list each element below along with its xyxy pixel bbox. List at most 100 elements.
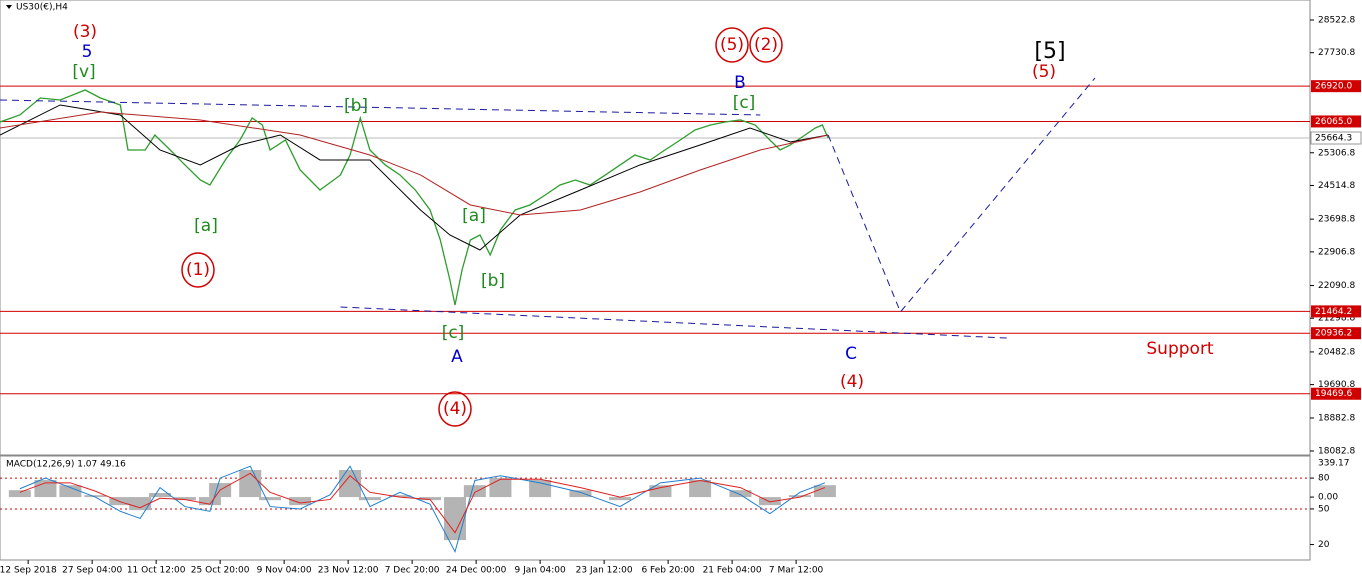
x-tick-label: 23 Nov 12:00 xyxy=(318,566,379,576)
macd-bar xyxy=(109,497,132,506)
wave-label: [5] xyxy=(1034,39,1065,64)
macd-bar xyxy=(198,497,221,506)
wave-circle xyxy=(749,27,783,63)
macd-max: 339.17 xyxy=(1318,459,1350,469)
y-tick-label: 22906.8 xyxy=(1318,247,1355,257)
macd-bar xyxy=(239,470,262,498)
wave-label: [c] xyxy=(733,93,756,113)
wave-label: [b] xyxy=(344,96,368,116)
macd-bar xyxy=(569,490,592,498)
macd-bar xyxy=(758,497,781,506)
macd-bar xyxy=(59,485,82,498)
macd-tick-label: 0.00 xyxy=(1318,493,1338,503)
y-tick-label: 24514.8 xyxy=(1318,181,1355,191)
trendline xyxy=(0,99,761,116)
y-tick-label: 22090.8 xyxy=(1318,281,1355,291)
macd-bar xyxy=(813,485,836,498)
trendline xyxy=(340,306,1010,339)
x-tick-label: 9 Nov 04:00 xyxy=(257,566,312,576)
wave-label: (3) xyxy=(73,22,97,42)
x-tick-label: 23 Jan 12:00 xyxy=(576,566,633,576)
macd-tick-label: 20 xyxy=(1318,540,1330,550)
wave-label: A xyxy=(451,347,463,367)
macd-bar xyxy=(689,479,712,498)
price-line xyxy=(0,111,829,216)
macd-label: MACD(12,26,9) 1.07 49.16 xyxy=(6,460,126,470)
macd-bar xyxy=(339,470,362,498)
y-tick-label: 21298.8 xyxy=(1318,314,1355,324)
wave-label: C xyxy=(845,344,857,364)
macd-bar xyxy=(129,497,152,511)
wave-label: B xyxy=(734,73,746,93)
main-panel xyxy=(0,0,1311,456)
wave-circle xyxy=(181,252,215,288)
macd-bar xyxy=(34,479,57,498)
menu-arrow xyxy=(6,5,12,9)
x-tick-label: 25 Oct 20:00 xyxy=(191,566,250,576)
x-tick-label: 7 Mar 12:00 xyxy=(769,566,824,576)
macd-bar xyxy=(289,497,312,506)
price-line xyxy=(0,89,829,306)
macd-signal xyxy=(19,472,826,534)
level-label: 26920.0 xyxy=(1315,82,1352,92)
macd-main xyxy=(19,465,826,554)
level-label: 20936.2 xyxy=(1315,329,1352,339)
macd-bar xyxy=(148,493,171,498)
x-tick-label: 7 Dec 20:00 xyxy=(385,566,440,576)
level-label-box xyxy=(1311,80,1361,93)
symbol: US30(€),H4 xyxy=(16,3,68,13)
y-tick-label: 19690.8 xyxy=(1318,380,1355,390)
level-label: 26065.0 xyxy=(1315,117,1352,127)
x-tick-label: 12 Sep 2018 xyxy=(0,566,57,576)
wave-label: Support xyxy=(1146,339,1214,359)
wave-label: (5) xyxy=(1032,62,1056,82)
wave-label: (5) xyxy=(720,35,744,55)
x-tick-label: 11 Oct 12:00 xyxy=(127,566,186,576)
macd-bar xyxy=(388,495,411,498)
current-price-label: 25664.3 xyxy=(1315,134,1352,144)
macd-bar xyxy=(419,497,442,501)
macd-bar xyxy=(463,485,486,498)
x-tick-label: 6 Feb 20:00 xyxy=(641,566,695,576)
y-tick-label: 25306.8 xyxy=(1318,148,1355,158)
x-tick-label: 9 Jan 04:00 xyxy=(514,566,566,576)
wave-label: [a] xyxy=(462,206,486,226)
x-tick-label: 24 Dec 00:00 xyxy=(446,566,507,576)
y-tick-label: 20482.8 xyxy=(1318,347,1355,357)
y-tick-label: 23698.8 xyxy=(1318,215,1355,225)
macd-bar xyxy=(259,497,282,501)
macd-bar xyxy=(358,497,381,501)
level-label-box xyxy=(1311,115,1361,128)
macd-bar xyxy=(444,497,467,541)
x-tick-label: 27 Sep 04:00 xyxy=(62,566,122,576)
level-label-box xyxy=(1311,305,1361,318)
y-tick-label: 28522.8 xyxy=(1318,15,1355,25)
macd-bar xyxy=(609,497,632,501)
y-tick-label: 18082.8 xyxy=(1318,447,1355,457)
wave-label: (4) xyxy=(840,372,864,392)
macd-bar xyxy=(729,490,752,498)
macd-bar xyxy=(173,497,196,501)
trendline xyxy=(827,77,1096,313)
macd-bar xyxy=(84,495,107,498)
wave-circle xyxy=(438,391,472,427)
level-label-box xyxy=(1311,327,1361,340)
macd-tick-label: 80 xyxy=(1318,474,1330,484)
macd-panel xyxy=(0,455,1311,561)
wave-label: (2) xyxy=(754,35,778,55)
wave-circle xyxy=(715,27,749,63)
macd-bar xyxy=(8,490,31,498)
level-label-box xyxy=(1311,387,1361,400)
wave-label: (1) xyxy=(186,260,210,280)
y-tick-label: 27730.8 xyxy=(1318,48,1355,58)
macd-bar xyxy=(649,485,672,498)
wave-label: [c] xyxy=(442,323,465,343)
level-label: 19469.6 xyxy=(1315,389,1352,399)
wave-label: (4) xyxy=(443,399,467,419)
macd-tick-label: 50 xyxy=(1318,504,1330,514)
current-price-box xyxy=(1310,131,1362,145)
macd-bar xyxy=(489,478,512,498)
wave-label: 5 xyxy=(82,42,93,62)
level-label: 21464.2 xyxy=(1315,307,1352,317)
wave-label: [v] xyxy=(72,62,95,82)
